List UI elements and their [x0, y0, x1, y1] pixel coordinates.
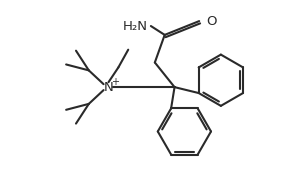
Text: +: + [111, 77, 119, 87]
Text: O: O [206, 15, 217, 28]
Text: H₂N: H₂N [123, 20, 148, 32]
Text: N: N [104, 81, 113, 94]
